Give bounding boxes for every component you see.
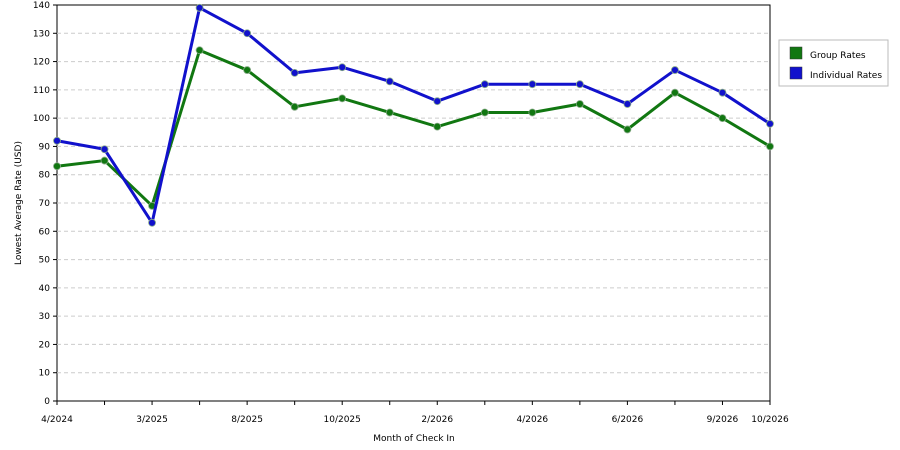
data-point [718,114,727,123]
data-point [243,29,252,38]
x-axis-label: Month of Check In [373,434,455,444]
y-tick-label: 30 [39,312,51,322]
x-tick-label: 6/2026 [612,415,644,425]
data-point [766,119,774,128]
y-tick-label: 80 [39,171,51,181]
y-tick-label: 10 [39,369,51,379]
data-point [290,102,299,111]
y-tick-label: 90 [39,142,51,152]
data-point [53,136,61,145]
y-tick-label: 130 [33,29,50,39]
data-point [480,80,489,89]
y-tick-label: 110 [33,86,50,96]
data-point [575,100,584,108]
x-tick-label: 4/2026 [516,415,548,425]
data-point [623,125,632,134]
data-point [338,94,347,103]
series-line [56,6,771,225]
x-tick-label: 10/2025 [324,415,361,425]
y-tick-label: 120 [33,58,50,68]
y-tick-label: 100 [33,114,50,124]
data-point [385,108,394,117]
x-tick-label: 4/2024 [41,415,73,425]
data-point [671,88,679,97]
data-point [100,156,109,165]
y-axis: 0 10 20 30 40 50 60 70 80 90 100 110 120 130 140 [33,1,57,407]
data-point [195,3,204,12]
legend-label-individual: Individual Rates [810,71,882,81]
y-tick-label: 60 [39,227,51,237]
data-point [528,80,537,89]
x-tick-label: 9/2026 [707,415,739,425]
data-point [766,142,774,151]
data-point [53,162,61,171]
legend: Group Rates Individual Rates [778,39,889,87]
series-line [56,48,771,208]
data-point [338,63,347,72]
data-point [480,108,489,117]
y-tick-label: 140 [33,1,50,11]
legend-swatch-group [789,46,803,60]
legend-label-group: Group Rates [810,51,866,61]
data-point [148,218,156,227]
data-point [243,66,252,74]
data-point [195,46,204,55]
data-point [100,145,109,154]
y-tick-label: 0 [44,397,50,407]
series-lines [53,3,774,227]
data-point [528,108,537,117]
plot-area [56,4,771,402]
y-tick-label: 40 [39,284,51,294]
data-point [623,100,632,108]
x-axis: 4/2024 3/2025 8/2025 10/2025 2/2026 4/2026 6/2… [41,401,789,425]
data-point [671,66,679,74]
x-tick-label: 10/2026 [751,415,789,425]
x-tick-label: 8/2025 [231,415,263,425]
y-axis-label: Lowest Average Rate (USD) [14,141,24,265]
data-point [385,77,394,86]
data-point [575,80,584,89]
x-tick-label: 2/2026 [421,415,453,425]
data-point [433,97,442,106]
legend-swatch-individual [789,66,803,80]
y-tick-label: 70 [39,199,51,209]
data-point [290,68,299,77]
y-tick-label: 50 [39,256,51,266]
x-tick-label: 3/2025 [136,415,168,425]
data-point [718,88,727,97]
y-tick-label: 20 [39,340,51,350]
data-point [433,122,442,131]
